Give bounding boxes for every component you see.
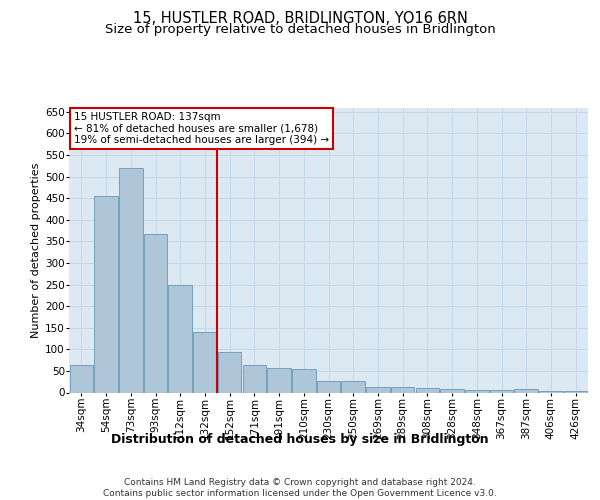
Bar (242, 366, 266, 392)
Bar (169, 286, 192, 393)
Bar (317, 381, 340, 392)
Bar (268, 368, 291, 392)
Bar (341, 381, 365, 392)
Bar (366, 388, 389, 392)
Text: Distribution of detached houses by size in Bridlington: Distribution of detached houses by size … (111, 432, 489, 446)
Bar (514, 390, 538, 392)
Bar (539, 391, 563, 392)
Bar (490, 390, 513, 392)
Bar (292, 369, 316, 392)
Y-axis label: Number of detached properties: Number of detached properties (31, 162, 41, 338)
Text: Size of property relative to detached houses in Bridlington: Size of property relative to detached ho… (104, 22, 496, 36)
Bar (218, 352, 241, 393)
Bar (144, 234, 167, 392)
Text: 15, HUSTLER ROAD, BRIDLINGTON, YO16 6RN: 15, HUSTLER ROAD, BRIDLINGTON, YO16 6RN (133, 11, 467, 26)
Bar (119, 168, 143, 392)
Bar (70, 366, 93, 392)
Bar (391, 388, 415, 392)
Bar (94, 196, 118, 392)
Bar (440, 389, 464, 392)
Text: Contains HM Land Registry data © Crown copyright and database right 2024.
Contai: Contains HM Land Registry data © Crown c… (103, 478, 497, 498)
Text: 15 HUSTLER ROAD: 137sqm
← 81% of detached houses are smaller (1,678)
19% of semi: 15 HUSTLER ROAD: 137sqm ← 81% of detache… (74, 112, 329, 145)
Bar (465, 390, 488, 392)
Bar (564, 391, 587, 392)
Bar (193, 332, 217, 392)
Bar (416, 388, 439, 392)
